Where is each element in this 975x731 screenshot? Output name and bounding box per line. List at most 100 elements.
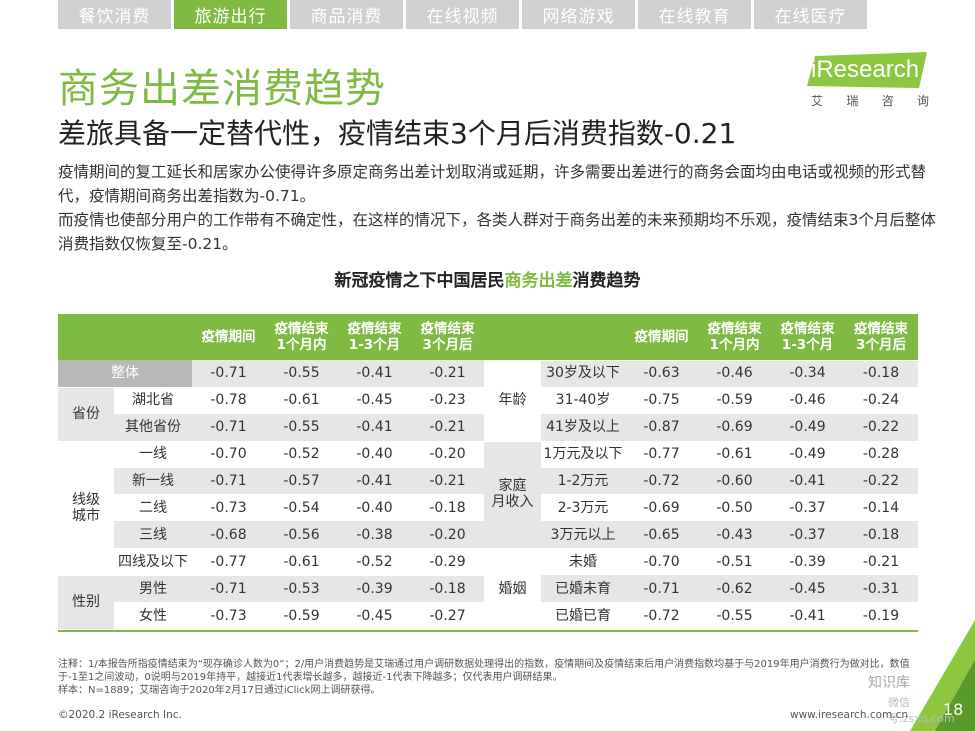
value-cell: -0.61 (698, 440, 771, 468)
table-rule (58, 575, 484, 577)
table-rule (58, 440, 484, 442)
tab-6[interactable]: 在线教育 (638, 0, 751, 29)
value-cell: -0.41 (338, 360, 411, 387)
value-cell: -0.20 (411, 440, 484, 468)
body-paragraph: 疫情期间的复工延长和居家办公使得许多原定商务出差计划取消或延期，许多需要出差进行… (58, 163, 927, 205)
website-link[interactable]: www.iresearch.com.cn (790, 709, 909, 721)
row-label: 二线 (114, 494, 192, 522)
value-cell: -0.52 (265, 440, 338, 468)
value-cell: -0.61 (265, 386, 338, 414)
value-cell: -0.75 (625, 386, 698, 414)
group-label: 线级 城市 (58, 440, 114, 576)
value-cell: -0.21 (411, 467, 484, 495)
table-title-highlight: 商务出差 (504, 271, 573, 291)
value-cell: -0.43 (698, 521, 771, 549)
value-cell: -0.62 (698, 575, 771, 603)
value-cell: -0.73 (192, 602, 265, 629)
category-tab-bar: 餐饮消费 旅游出行 商品消费 在线视频 网络游戏 在线教育 在线医疗 (58, 0, 867, 29)
value-cell: -0.41 (771, 467, 844, 495)
value-cell: -0.45 (338, 602, 411, 629)
value-cell: -0.71 (192, 467, 265, 495)
row-label: 1万元及以下 (541, 440, 625, 468)
value-cell: -0.45 (338, 386, 411, 414)
tab-5[interactable]: 网络游戏 (522, 0, 635, 29)
value-cell: -0.78 (192, 386, 265, 414)
value-cell: -0.24 (844, 386, 918, 414)
row-label: 男性 (114, 575, 192, 603)
row-label: 其他省份 (114, 413, 192, 441)
table-rule (484, 548, 918, 550)
value-cell: -0.21 (844, 548, 918, 576)
header-blank (484, 314, 625, 360)
value-cell: -0.56 (265, 521, 338, 549)
copyright: ©2020.2 iResearch Inc. (58, 709, 182, 721)
logo-brand-text: iResearch (811, 56, 920, 83)
table-title: 新冠疫情之下中国居民商务出差消费趋势 (0, 266, 975, 291)
page-number: 18 (943, 700, 964, 719)
row-label: 整体 (58, 360, 192, 387)
body-paragraph: 而疫情也使部分用户的工作带有不确定性，在这样的情况下，各类人群对于商务出差的未来… (58, 211, 936, 253)
value-cell: -0.54 (265, 494, 338, 522)
value-cell: -0.41 (338, 413, 411, 441)
tab-7[interactable]: 在线医疗 (754, 0, 867, 29)
tab-3[interactable]: 商品消费 (290, 0, 403, 29)
value-cell: -0.61 (265, 548, 338, 576)
column-header: 疫情结束 1个月内 (265, 314, 338, 360)
tab-1[interactable]: 餐饮消费 (58, 0, 171, 29)
table-rule (484, 440, 918, 442)
column-header: 疫情结束 1个月内 (698, 314, 771, 360)
value-cell: -0.14 (844, 494, 918, 522)
footnote-line: 注释：1/本报告所指疫情结束为“现存确诊人数为0”；2/用户消费趋势是艾瑞通过用… (58, 659, 910, 683)
tab-4[interactable]: 在线视频 (406, 0, 519, 29)
table-rule (58, 386, 484, 388)
value-cell: -0.19 (844, 602, 918, 629)
value-cell: -0.34 (771, 360, 844, 387)
row-label: 1-2万元 (541, 467, 625, 495)
column-header: 疫情期间 (625, 314, 698, 360)
column-header: 疫情结束 3个月后 (411, 314, 484, 360)
value-cell: -0.37 (771, 494, 844, 522)
corner-decoration-icon (910, 620, 975, 731)
footnote-line: 样本：N=1889；艾瑞咨询于2020年2月17日通过iClick网上调研获得。 (58, 685, 381, 696)
column-header: 疫情结束 1-3个月 (338, 314, 411, 360)
value-cell: -0.18 (844, 360, 918, 387)
value-cell: -0.53 (265, 575, 338, 603)
value-cell: -0.70 (625, 548, 698, 576)
table-title-suffix: 消费趋势 (572, 271, 641, 291)
value-cell: -0.51 (698, 548, 771, 576)
value-cell: -0.46 (698, 360, 771, 387)
value-cell: -0.37 (771, 521, 844, 549)
logo-sub-char: 艾 (811, 94, 824, 108)
value-cell: -0.60 (698, 467, 771, 495)
page-subtitle: 差旅具备一定替代性，疫情结束3个月后消费指数-0.21 (58, 117, 737, 150)
value-cell: -0.22 (844, 467, 918, 495)
value-cell: -0.55 (698, 602, 771, 629)
row-label: 未婚 (541, 548, 625, 576)
row-label: 已婚已育 (541, 602, 625, 629)
watermark-text: 知识库 (868, 675, 910, 691)
value-cell: -0.71 (192, 413, 265, 441)
value-cell: -0.39 (338, 575, 411, 603)
value-cell: -0.39 (771, 548, 844, 576)
value-cell: -0.87 (625, 413, 698, 441)
value-cell: -0.72 (625, 467, 698, 495)
tab-2[interactable]: 旅游出行 (174, 0, 287, 29)
value-cell: -0.77 (625, 440, 698, 468)
value-cell: -0.59 (698, 386, 771, 414)
logo-subtitle: 艾 瑞 咨 询 (811, 92, 929, 109)
value-cell: -0.71 (192, 360, 265, 387)
column-header: 疫情期间 (192, 314, 265, 360)
row-label: 已婚未育 (541, 575, 625, 603)
value-cell: -0.20 (411, 521, 484, 549)
value-cell: -0.41 (771, 602, 844, 629)
logo-sub-char: 瑞 (846, 94, 859, 108)
row-label: 30岁及以下 (541, 360, 625, 387)
value-cell: -0.18 (844, 521, 918, 549)
value-cell: -0.38 (338, 521, 411, 549)
value-cell: -0.46 (771, 386, 844, 414)
group-label: 年龄 (484, 360, 541, 441)
value-cell: -0.18 (411, 575, 484, 603)
value-cell: -0.41 (338, 467, 411, 495)
row-label: 三线 (114, 521, 192, 549)
value-cell: -0.69 (625, 494, 698, 522)
